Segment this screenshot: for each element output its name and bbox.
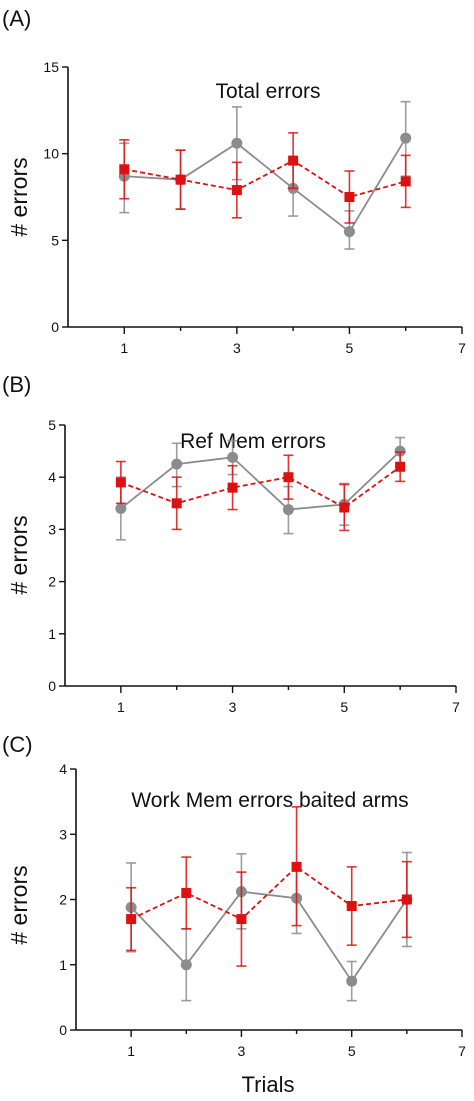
y-axis-label: # errors <box>6 515 32 594</box>
y-tick-label: 0 <box>48 678 56 694</box>
data-point <box>115 477 126 488</box>
plot-area: 0 5 10 15 1 3 5 7 <box>43 59 466 356</box>
data-point <box>231 137 243 149</box>
data-point <box>231 185 242 196</box>
y-tick-label: 2 <box>48 574 56 590</box>
x-tick-label: 3 <box>229 699 237 715</box>
data-point <box>283 472 294 483</box>
y-axis-label: # errors <box>6 865 32 944</box>
data-point <box>344 192 355 202</box>
chart-title: Work Mem errors baited arms <box>131 789 408 812</box>
plot-area: 0 1 2 3 4 1 3 5 7 <box>59 761 466 1059</box>
series-grey <box>125 851 413 1002</box>
data-point <box>394 445 406 457</box>
data-point <box>343 226 355 238</box>
data-point <box>401 894 412 905</box>
panel-label: (C) <box>2 732 33 757</box>
data-point <box>227 451 239 463</box>
panel-label: (A) <box>2 6 31 31</box>
y-tick-label: 5 <box>51 232 59 248</box>
y-tick-label: 4 <box>48 469 56 485</box>
x-tick-label: 1 <box>117 699 125 715</box>
x-tick-label: 1 <box>120 340 128 356</box>
data-point <box>126 914 137 925</box>
data-point <box>171 498 182 509</box>
y-tick-label: 1 <box>59 957 67 973</box>
x-tick-label: 7 <box>452 699 460 715</box>
series-line <box>124 159 406 198</box>
data-point <box>282 504 294 516</box>
panel-label: (B) <box>2 372 31 397</box>
x-axis-label: Trials <box>242 1072 295 1097</box>
data-point <box>180 959 192 971</box>
x-tick-label: 7 <box>458 1043 466 1059</box>
series-line <box>130 865 407 921</box>
plot-area: 0 1 2 3 4 5 1 3 5 7 <box>48 417 460 715</box>
x-tick-label: 5 <box>340 699 348 715</box>
y-tick-label: 0 <box>59 1022 67 1038</box>
data-point <box>346 901 357 912</box>
data-point <box>171 458 183 470</box>
y-tick-label: 4 <box>59 761 67 777</box>
data-point <box>288 155 299 166</box>
y-tick-label: 15 <box>43 59 59 75</box>
series-line <box>120 450 401 511</box>
y-axis-label: # errors <box>6 157 32 236</box>
y-tick-label: 10 <box>43 146 59 162</box>
chart-title: Ref Mem errors <box>180 430 326 453</box>
data-point <box>395 461 406 472</box>
y-tick-label: 1 <box>48 626 56 642</box>
panel-c: (C) Work Mem errors baited arms # errors… <box>2 732 466 1059</box>
series-line <box>130 890 408 983</box>
data-point <box>339 502 350 513</box>
x-tick-label: 3 <box>238 1043 246 1059</box>
panel-b: (B) Ref Mem errors # errors 0 1 2 3 4 5 1 3 5 7 <box>2 372 460 715</box>
panel-a: (A) Total errors # errors 0 5 10 15 1 3 5 7 <box>2 6 466 356</box>
data-point <box>400 176 411 187</box>
data-point <box>175 174 186 185</box>
y-tick-label: 2 <box>59 892 67 908</box>
series-red <box>115 451 406 532</box>
series-line <box>120 466 401 509</box>
x-tick-label: 5 <box>348 1043 356 1059</box>
y-tick-label: 0 <box>51 319 59 335</box>
series-line <box>124 137 407 233</box>
data-point <box>400 132 412 144</box>
data-point <box>346 975 358 987</box>
data-point <box>291 861 302 872</box>
series-red <box>119 132 411 224</box>
data-point <box>236 914 247 925</box>
x-tick-label: 5 <box>346 340 354 356</box>
data-point <box>115 503 127 515</box>
x-tick-label: 7 <box>458 340 466 356</box>
chart-title: Total errors <box>215 80 320 103</box>
y-tick-label: 3 <box>59 826 67 842</box>
y-tick-label: 3 <box>48 521 56 537</box>
data-point <box>119 164 130 175</box>
series-red <box>126 806 412 967</box>
y-tick-label: 5 <box>48 417 56 433</box>
x-tick-label: 1 <box>127 1043 135 1059</box>
data-point <box>227 482 238 493</box>
data-point <box>181 887 192 898</box>
x-tick-label: 3 <box>233 340 241 356</box>
